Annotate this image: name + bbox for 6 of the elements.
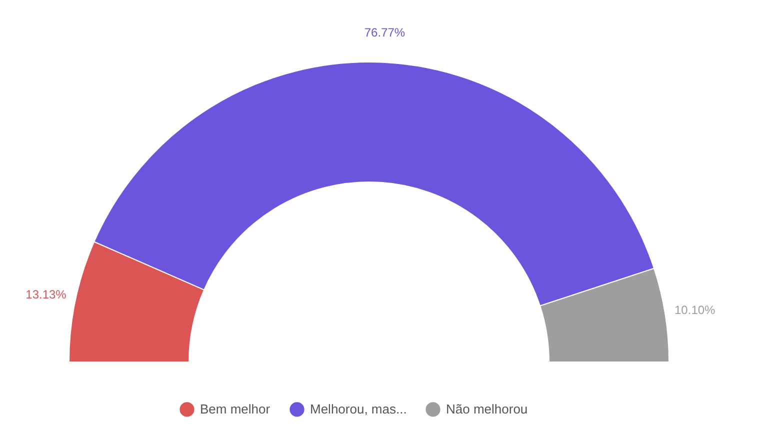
legend-label: Não melhorou <box>446 401 528 416</box>
legend-label: Melhorou, mas... <box>310 401 407 416</box>
data-label: 13.13% <box>26 287 67 302</box>
data-label: 76.77% <box>364 25 406 40</box>
legend-label: Bem melhor <box>200 401 271 416</box>
data-label: 10.10% <box>674 302 716 317</box>
